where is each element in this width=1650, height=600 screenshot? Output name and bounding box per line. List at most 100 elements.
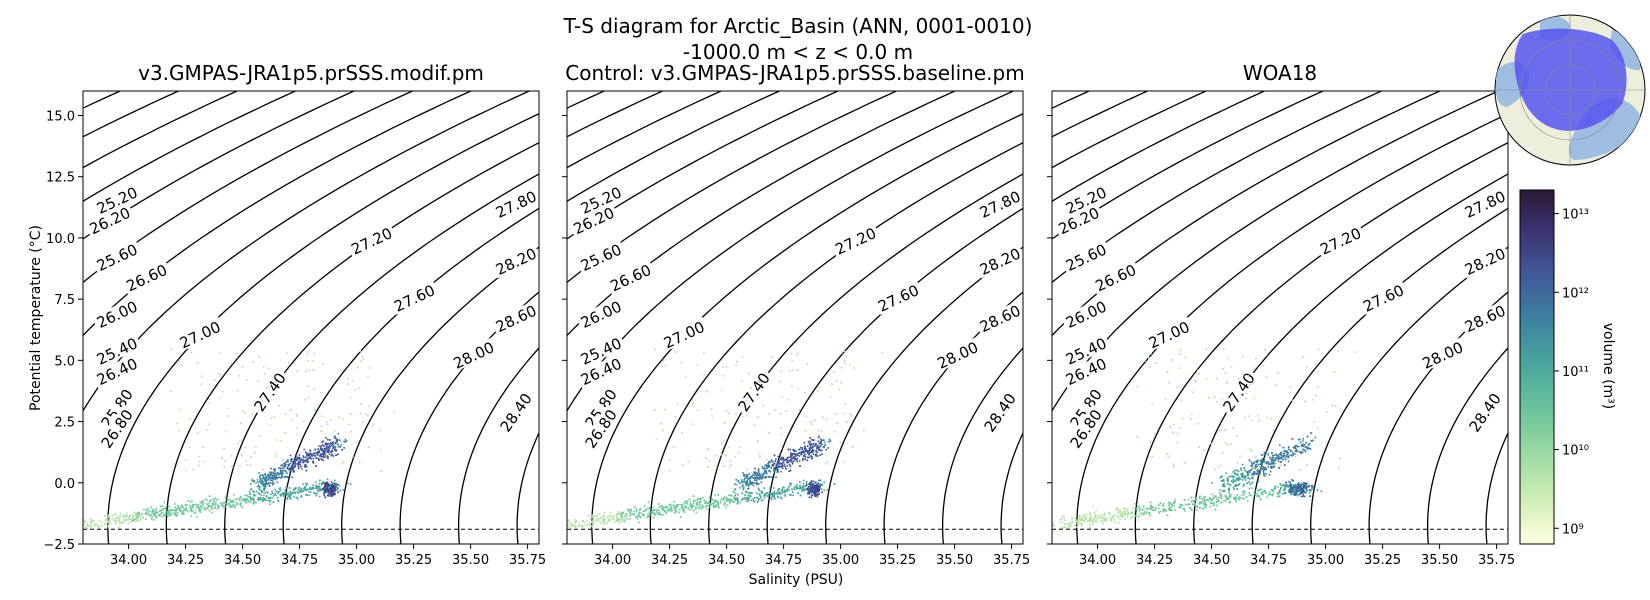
density-contour [551, 91, 1031, 544]
contour-label-bg [1464, 387, 1505, 437]
panel-2: Control: v3.GMPAS-JRA1p5.prSSS.baseline.… [66, 61, 1030, 568]
contour-label-bg [1143, 316, 1194, 352]
x-tick-label: 34.50 [224, 553, 261, 568]
x-tick-label: 34.75 [765, 553, 802, 568]
contour-label-bg [1315, 223, 1366, 258]
density-contour [941, 347, 1023, 544]
globe-arctic-basin-region [1514, 28, 1627, 131]
contour-label-bg [580, 404, 621, 453]
contour-label-bg [96, 404, 137, 453]
contour-label-bg [575, 353, 626, 389]
contour-label-bg [346, 223, 397, 258]
density-contour [83, 91, 355, 240]
density-contour [83, 91, 296, 203]
contour-label: 27.80 [493, 187, 540, 221]
y-tick-label: 2.5 [54, 416, 75, 431]
x-tick-label: 34.75 [1250, 553, 1287, 568]
contour-label-bg [96, 383, 137, 433]
contour-label: 28.40 [981, 390, 1020, 436]
density-contour [567, 91, 897, 284]
contour-label-bg [974, 300, 1023, 336]
panel-1: v3.GMPAS-JRA1p5.prSSS.modif.pm 25.2025.40… [43, 61, 546, 568]
density-contour [1251, 207, 1508, 544]
y-tick-label: 15.0 [46, 109, 75, 124]
x-tick-label: 35.25 [395, 553, 432, 568]
contour-label: 27.60 [875, 281, 922, 315]
globe-parallel [1544, 64, 1596, 116]
contour-label: 27.40 [1219, 369, 1258, 415]
contour-label-bg [490, 300, 539, 336]
x-tick-label: 34.25 [167, 553, 204, 568]
contour-label-bg [575, 333, 626, 368]
colorbar-gradient [1519, 189, 1555, 545]
density-contour [766, 207, 1023, 544]
x-tick-label: 35.75 [509, 553, 546, 568]
contour-label-bg [568, 202, 619, 238]
density-contour [282, 207, 539, 544]
contour-label-bg [1459, 243, 1508, 279]
density-contour [567, 91, 780, 203]
contour-label-bg [174, 316, 225, 352]
x-tick-label: 35.00 [1307, 553, 1344, 568]
contour-label: 27.00 [1146, 318, 1193, 352]
contour-label-bg [84, 202, 135, 238]
contour-label-bg [974, 186, 1023, 222]
contour-label: 27.40 [250, 369, 289, 415]
density-contour [516, 431, 539, 544]
contour-label: 28.60 [977, 302, 1024, 336]
density-contour [567, 91, 722, 169]
x-tick-label: 35.50 [1421, 553, 1458, 568]
x-tick-label: 34.25 [1136, 553, 1173, 568]
panel-title: WOA18 [1243, 61, 1317, 85]
figure-title-line2: -1000.0 m < z < 0.0 m [683, 40, 913, 64]
contour-label: 28.20 [493, 245, 540, 279]
contour-label-bg [733, 367, 774, 416]
contour-label-bg [1060, 296, 1111, 332]
x-tick-label: 35.00 [338, 553, 375, 568]
density-contour [341, 246, 539, 544]
colorbar-tick-label: 10⁹ [1562, 522, 1584, 537]
density-contour [1000, 431, 1023, 544]
contour-label-bg [1218, 367, 1259, 416]
density-contour [83, 91, 413, 284]
x-tick-label: 34.00 [110, 553, 147, 568]
contour-label-bg [490, 186, 539, 222]
contour-label-bg [1060, 353, 1111, 389]
contour-label-bg [1459, 186, 1508, 222]
x-tick-label: 35.75 [993, 553, 1030, 568]
y-tick-label: 0.0 [54, 477, 75, 492]
panel-3: WOA18 25.2025.4025.6025.8026.0026.2026.40… [551, 61, 1515, 568]
density-contour [708, 173, 1023, 544]
contour-label: 27.80 [977, 187, 1024, 221]
contour-label: 28.20 [1462, 245, 1509, 279]
contour-label: 28.60 [493, 302, 540, 336]
density-contour [66, 91, 546, 544]
x-tick-label: 34.50 [708, 553, 745, 568]
contour-label: 28.60 [1462, 302, 1509, 336]
contour-label: 28.40 [1466, 390, 1505, 436]
contour-label-bg [1065, 404, 1106, 453]
contour-label-bg [448, 337, 499, 373]
density-contour [457, 347, 539, 544]
contour-label-bg [974, 243, 1023, 279]
density-contour [1485, 431, 1508, 544]
contour-label-bg [1417, 337, 1468, 373]
contour-label-bg [1090, 259, 1141, 295]
density-contour [649, 141, 1023, 544]
colorbar: 10⁹ 10¹⁰ 10¹¹ 10¹² 10¹³ volume (m³) [1519, 189, 1616, 545]
contour-label: 28.40 [497, 390, 536, 436]
contour-label-bg [1060, 239, 1111, 275]
colorbar-tick-label: 10¹² [1562, 286, 1589, 301]
contour-label: 27.40 [734, 369, 773, 415]
panel-frame [82, 90, 540, 545]
contour-label: 27.60 [1360, 281, 1407, 315]
density-contour [567, 91, 839, 240]
panel-plot-area: 25.2025.4025.6025.8026.0026.2026.4026.60… [66, 91, 1024, 544]
figure-title-line1: T-S diagram for Arctic_Basin (ANN, 0001-… [563, 14, 1033, 38]
globe-land-europe [1610, 30, 1641, 71]
density-contour [165, 141, 539, 544]
x-tick-label: 34.75 [281, 553, 318, 568]
contour-label-bg [1060, 333, 1111, 368]
contour-label-bg [495, 387, 536, 437]
density-contour [224, 173, 539, 544]
